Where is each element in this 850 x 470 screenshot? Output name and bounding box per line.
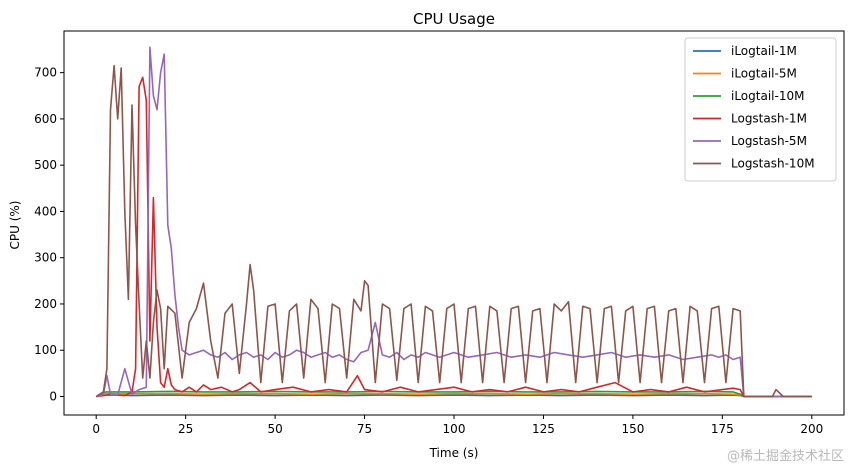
y-tick-label: 600 <box>34 112 57 126</box>
x-axis-label: Time (s) <box>429 446 479 460</box>
series-line-2 <box>95 390 812 398</box>
watermark-text: @稀土掘金技术社区 <box>726 449 844 464</box>
legend-box <box>684 37 837 182</box>
y-axis-label: CPU (%) <box>8 201 22 250</box>
y-tick-label: 700 <box>34 66 57 80</box>
y-tick-label: 100 <box>34 343 57 357</box>
legend-label: Logstash-10M <box>731 157 815 171</box>
legend-label: iLogtail-5M <box>731 67 797 81</box>
legend-label: iLogtail-1M <box>731 44 797 58</box>
x-tick-label: 200 <box>800 422 823 436</box>
x-tick-label: 100 <box>443 422 466 436</box>
x-tick-label: 175 <box>711 422 734 436</box>
legend: iLogtail-1M iLogtail-5M iLogtail-10M Logsta… <box>684 37 837 182</box>
y-axis-ticks: 0 100 200 300 400 500 600 700 <box>34 66 64 403</box>
plot-area <box>95 46 812 398</box>
x-tick-label: 150 <box>621 422 644 436</box>
series-line-0 <box>96 394 812 398</box>
y-tick-label: 300 <box>34 251 57 265</box>
x-tick-label: 25 <box>178 422 193 436</box>
legend-label: Logstash-1M <box>731 112 807 126</box>
y-tick-label: 0 <box>49 389 57 403</box>
series-line-5 <box>95 64 812 398</box>
x-tick-label: 50 <box>267 422 282 436</box>
legend-label: iLogtail-10M <box>731 89 804 103</box>
y-tick-label: 500 <box>34 158 57 172</box>
x-tick-label: 75 <box>357 422 372 436</box>
series-line-3 <box>96 76 812 398</box>
x-tick-label: 125 <box>532 422 555 436</box>
x-axis-ticks: 0 25 50 75 100 125 150 175 200 <box>92 415 823 436</box>
y-tick-label: 400 <box>34 204 57 218</box>
chart-title: CPU Usage <box>413 10 495 28</box>
y-tick-label: 200 <box>34 297 57 311</box>
x-tick-label: 0 <box>92 422 100 436</box>
legend-label: Logstash-5M <box>731 134 807 148</box>
